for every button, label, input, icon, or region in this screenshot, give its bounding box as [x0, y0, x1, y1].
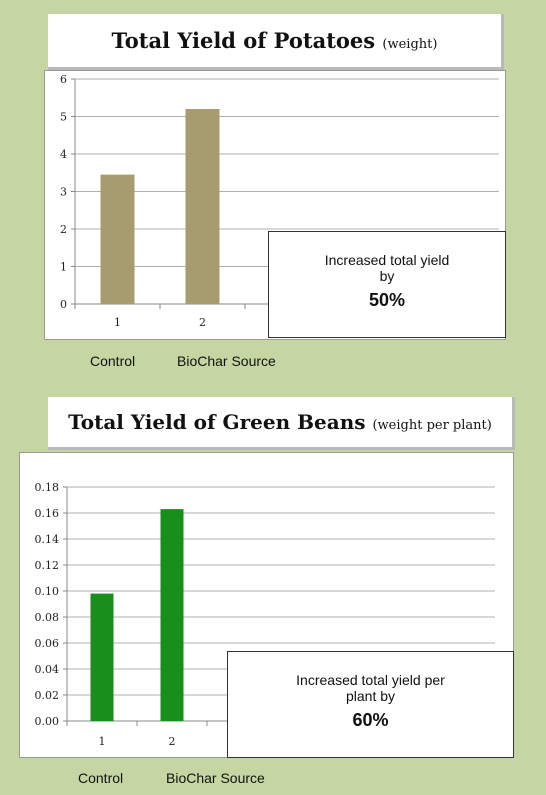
potatoes-chart-subtitle: (weight): [382, 37, 438, 52]
potatoes-callout-percent: 50%: [368, 290, 406, 310]
beans-y-tick-label: 0.00: [35, 715, 60, 728]
potatoes-title-box: Total Yield of Potatoes (weight): [48, 14, 504, 70]
potatoes-y-tick-label: 2: [60, 223, 67, 236]
beans-title-box: Total Yield of Green Beans (weight per p…: [48, 397, 515, 450]
potatoes-x-tick-label: 2: [199, 316, 206, 329]
beans-y-tick-label: 0.16: [35, 507, 60, 520]
beans-category-control: Control: [78, 770, 124, 786]
beans-x-tick-label: 2: [169, 735, 176, 748]
potatoes-category-biochar: BioChar Source: [177, 353, 276, 369]
beans-y-tick-label: 0.18: [35, 481, 60, 494]
beans-y-tick-label: 0.10: [35, 585, 60, 598]
potatoes-callout-text: Increased total yield by: [324, 252, 450, 284]
beans-chart-subtitle: (weight per plant): [372, 418, 492, 433]
potatoes-y-tick-label: 5: [60, 111, 67, 124]
beans-y-tick-label: 0.12: [35, 559, 60, 572]
beans-chart-title: Total Yield of Green Beans: [68, 410, 366, 434]
potatoes-x-tick-label: 1: [114, 316, 121, 329]
beans-y-tick-label: 0.02: [35, 689, 60, 702]
potatoes-bar-1: [100, 174, 135, 304]
beans-y-tick-label: 0.04: [35, 663, 60, 676]
beans-y-tick-label: 0.14: [35, 533, 60, 546]
beans-callout-text: Increased total yield per plant by: [296, 672, 445, 704]
potatoes-category-control: Control: [90, 353, 136, 369]
beans-y-tick-label: 0.08: [35, 611, 60, 624]
beans-bar-1: [90, 593, 114, 721]
potatoes-chart-title: Total Yield of Potatoes: [111, 28, 376, 53]
beans-bar-2: [160, 509, 184, 721]
beans-y-tick-label: 0.06: [35, 637, 60, 650]
potatoes-callout: Increased total yield by 50%: [268, 231, 506, 338]
potatoes-y-tick-label: 4: [60, 148, 67, 161]
potatoes-bar-2: [185, 109, 220, 304]
beans-bar-chart: 0.00 0.02 0.04 0.06 0.08 0.10 0.12 0.14 0.16 0.18…: [35, 481, 495, 748]
beans-callout-percent: 60%: [352, 710, 389, 730]
potatoes-y-tick-label: 1: [60, 261, 67, 274]
beans-callout: Increased total yield per plant by 60%: [227, 651, 514, 758]
potatoes-y-tick-label: 0: [60, 298, 67, 311]
potatoes-y-tick-label: 6: [60, 73, 67, 86]
beans-x-tick-label: 1: [99, 735, 106, 748]
beans-category-biochar: BioChar Source: [166, 770, 265, 786]
potatoes-y-tick-label: 3: [60, 186, 67, 199]
